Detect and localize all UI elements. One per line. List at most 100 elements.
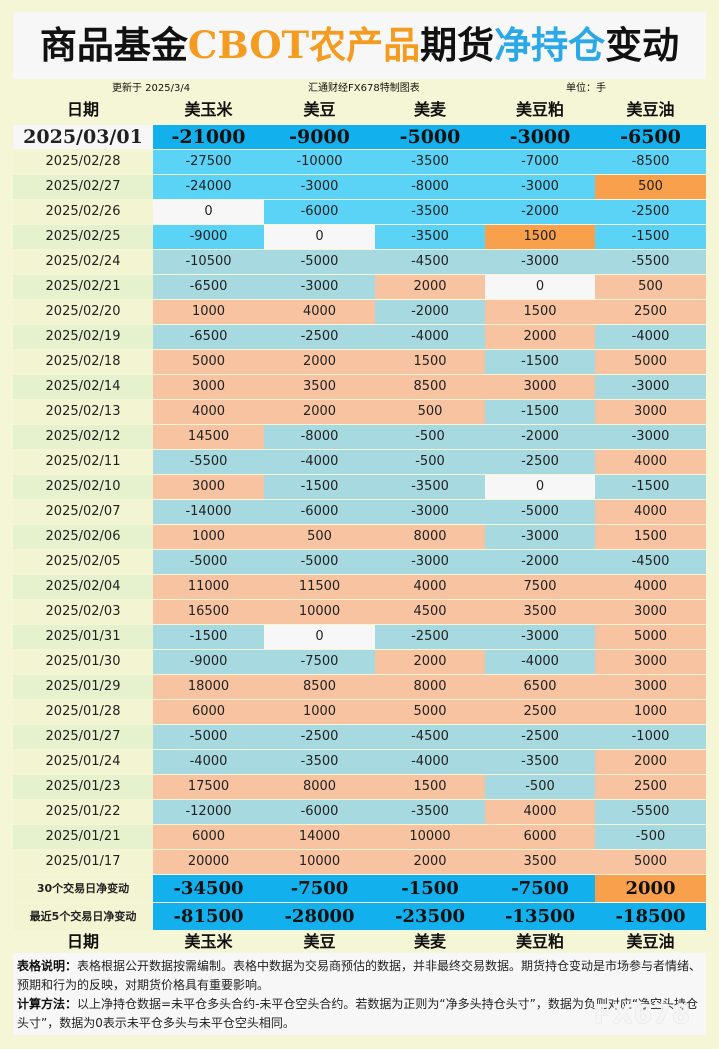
value-cell-soyoil: -2500	[595, 200, 706, 224]
value-cell-soymeal: -500	[485, 775, 595, 799]
value-cell-corn: 17500	[153, 775, 264, 799]
value-cell-soyoil: -1500	[595, 225, 706, 249]
value-cell-soybean: -2500	[264, 725, 375, 749]
value-cell-soyoil: 3000	[595, 675, 706, 699]
value-cell-wheat: 2000	[375, 275, 485, 299]
value-cell-soyoil: -18500	[595, 903, 706, 930]
value-cell-wheat: 500	[375, 400, 485, 424]
value-cell-corn: -9000	[153, 650, 264, 674]
value-cell-corn: -34500	[153, 875, 264, 902]
value-cell-corn: 6000	[153, 700, 264, 724]
row-date: 2025/01/17	[13, 850, 153, 874]
value-cell-soymeal: -4000	[485, 650, 595, 674]
value-cell-soyoil: 3000	[595, 400, 706, 424]
value-cell-corn: -5000	[153, 725, 264, 749]
value-cell-corn: -12000	[153, 800, 264, 824]
header-soybean: 美豆	[303, 100, 336, 119]
value-cell-wheat: 10000	[375, 825, 485, 849]
value-cell-soymeal: -13500	[485, 903, 595, 930]
value-cell-wheat: -4500	[375, 250, 485, 274]
watermark: FX678	[593, 1000, 691, 1030]
value-cell-soybean: -3000	[264, 275, 375, 299]
note-label-1: 表格说明：	[17, 959, 78, 973]
value-cell-soymeal: -3000	[485, 250, 595, 274]
row-date: 2025/02/18	[13, 350, 153, 374]
value-cell-soymeal: 3000	[485, 375, 595, 399]
value-cell-corn: 11000	[153, 575, 264, 599]
footer-header-date: 日期	[66, 932, 99, 951]
note-label-2: 计算方法：	[17, 997, 78, 1011]
unit-label: 单位：手	[566, 83, 606, 94]
value-cell-corn: -9000	[153, 225, 264, 249]
value-cell-soyoil: 5000	[595, 625, 706, 649]
value-cell-soymeal: -3500	[485, 750, 595, 774]
value-cell-soymeal: -3000	[485, 625, 595, 649]
value-cell-soybean: -3000	[264, 175, 375, 199]
value-cell-soymeal: -2000	[485, 200, 595, 224]
value-cell-wheat: 2000	[375, 650, 485, 674]
value-cell-soyoil: 2000	[595, 750, 706, 774]
value-cell-wheat: 4000	[375, 575, 485, 599]
value-cell-soybean: -5000	[264, 550, 375, 574]
row-date: 2025/02/21	[13, 275, 153, 299]
row-date: 2025/02/27	[13, 175, 153, 199]
value-cell-corn: 3000	[153, 375, 264, 399]
note-method: 计算方法：以上净持仓数据=未平仓多头合约-未平仓空头合约。若数据为正则为“净多头…	[17, 995, 702, 1033]
value-cell-soybean: -6000	[264, 800, 375, 824]
value-cell-soyoil: -3000	[595, 375, 706, 399]
updated-date: 更新于 2025/3/4	[112, 83, 191, 94]
value-cell-soymeal: -5000	[485, 500, 595, 524]
page-title: 商品基金CBOT农产品期货净持仓变动	[13, 12, 706, 79]
value-cell-corn: 14500	[153, 425, 264, 449]
value-cell-corn: -10500	[153, 250, 264, 274]
row-date: 2025/02/20	[13, 300, 153, 324]
value-cell-wheat: -4000	[375, 750, 485, 774]
value-cell-soymeal: 6000	[485, 825, 595, 849]
value-cell-wheat: -3000	[375, 500, 485, 524]
value-cell-soymeal: 0	[485, 475, 595, 499]
value-cell-wheat: -8000	[375, 175, 485, 199]
value-cell-soybean: 3500	[264, 375, 375, 399]
value-cell-soybean: 11500	[264, 575, 375, 599]
value-cell-corn: -21000	[153, 125, 264, 149]
footer-header-corn: 美玉米	[184, 932, 233, 951]
title-part4: 净持仓	[494, 23, 606, 67]
value-cell-soyoil: -1000	[595, 725, 706, 749]
value-cell-soybean: -2500	[264, 325, 375, 349]
title-part1: 商品基金	[39, 23, 188, 67]
value-cell-soymeal: 1500	[485, 300, 595, 324]
value-cell-soyoil: -3000	[595, 425, 706, 449]
value-cell-soymeal: 0	[485, 275, 595, 299]
value-cell-corn: 0	[153, 200, 264, 224]
row-date: 2025/02/19	[13, 325, 153, 349]
footer-header-wheat: 美麦	[413, 932, 446, 951]
value-cell-soymeal: -7500	[485, 875, 595, 902]
value-cell-wheat: -1500	[375, 875, 485, 902]
value-cell-corn: 1000	[153, 525, 264, 549]
value-cell-soymeal: -7000	[485, 150, 595, 174]
header-wheat: 美麦	[413, 100, 446, 119]
row-date: 2025/01/29	[13, 675, 153, 699]
row-date: 2025/02/11	[13, 450, 153, 474]
value-cell-soymeal: -3000	[485, 525, 595, 549]
value-cell-wheat: 2000	[375, 850, 485, 874]
row-date: 2025/01/30	[13, 650, 153, 674]
value-cell-soybean: -9000	[264, 125, 375, 149]
row-date: 2025/02/05	[13, 550, 153, 574]
summary-label: 最近5个交易日净变动	[13, 903, 153, 930]
note-text-1: 表格根据公开数据按需编制。表格中数据为交易商预估的数据，并非最终交易数据。期货持…	[17, 959, 702, 992]
value-cell-corn: -4000	[153, 750, 264, 774]
value-cell-wheat: 8000	[375, 675, 485, 699]
value-cell-soybean: -10000	[264, 150, 375, 174]
value-cell-soyoil: -8500	[595, 150, 706, 174]
row-date: 2025/02/25	[13, 225, 153, 249]
value-cell-wheat: 1500	[375, 775, 485, 799]
value-cell-corn: 3000	[153, 475, 264, 499]
row-date: 2025/02/07	[13, 500, 153, 524]
value-cell-soybean: -7500	[264, 650, 375, 674]
note-text-2: 以上净持仓数据=未平仓多头合约-未平仓空头合约。若数据为正则为“净多头持仓头寸”…	[17, 997, 699, 1030]
value-cell-soymeal: -2000	[485, 550, 595, 574]
row-date: 2025/02/14	[13, 375, 153, 399]
header-soymeal: 美豆粕	[515, 100, 564, 119]
value-cell-wheat: 4500	[375, 600, 485, 624]
